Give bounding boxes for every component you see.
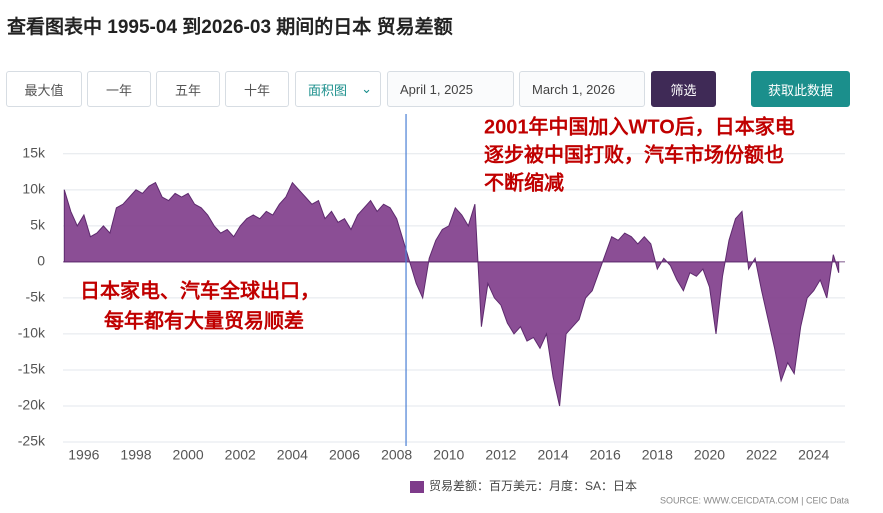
chart-title: 查看图表中 1995-04 到2026-03 期间的日本 贸易差额	[7, 17, 453, 38]
annotation: 日本家电、汽车全球出口，	[80, 278, 320, 302]
filter-button[interactable]: 筛选	[651, 71, 716, 107]
source: SOURCE: WWW.CEICDATA.COM | CEIC Data	[660, 495, 849, 505]
x-tick-label: 2014	[537, 447, 568, 463]
x-tick-label: 1996	[68, 447, 99, 463]
range-button[interactable]: 十年	[225, 71, 289, 107]
start-date[interactable]: April 1, 2025	[387, 71, 514, 107]
y-tick-label: -5k	[26, 289, 46, 305]
select-label: 面积图	[308, 82, 348, 98]
annotation: 不断缩减	[484, 170, 564, 194]
x-tick-label: 2006	[329, 447, 360, 463]
annotation: 每年都有大量贸易顺差	[104, 308, 304, 332]
download-button[interactable]: 获取此数据	[751, 71, 850, 107]
x-tick-label: 2024	[798, 447, 829, 463]
area	[63, 181, 840, 407]
end-date[interactable]: March 1, 2026	[519, 71, 645, 107]
x-tick-label: 2016	[590, 447, 621, 463]
legend-swatch	[410, 481, 424, 493]
y-tick-label: 10k	[22, 181, 46, 197]
x-tick-label: 2008	[381, 447, 412, 463]
range-button[interactable]: 最大值	[6, 71, 82, 107]
annotation: 逐步被中国打败，汽车市场份额也	[484, 142, 784, 166]
range-button[interactable]: 一年	[87, 71, 151, 107]
range-button[interactable]: 五年	[156, 71, 220, 107]
x-tick-label: 2018	[642, 447, 673, 463]
annotation: 2001年中国加入WTO后，日本家电	[484, 114, 795, 138]
y-tick-label: 0	[37, 253, 45, 269]
y-tick-label: 5k	[30, 217, 46, 233]
chart-type-select[interactable]: 面积图 ⌄	[295, 71, 381, 107]
chevron: ⌄	[361, 81, 372, 96]
y-tick-label: -15k	[18, 361, 46, 377]
y-tick-label: -10k	[18, 325, 46, 341]
legend-label: 贸易差额：百万美元：月度：SA：日本	[429, 478, 637, 493]
x-tick-label: 2020	[694, 447, 725, 463]
x-tick-label: 2022	[746, 447, 777, 463]
y-tick-label: -25k	[18, 433, 46, 449]
x-tick-label: 2000	[173, 447, 204, 463]
y-tick-label: -20k	[18, 397, 46, 413]
y-tick-label: 15k	[22, 145, 46, 161]
x-tick-label: 2012	[485, 447, 516, 463]
x-tick-label: 1998	[120, 447, 151, 463]
x-tick-label: 2010	[433, 447, 464, 463]
x-tick-label: 2004	[277, 447, 308, 463]
x-tick-label: 2002	[225, 447, 256, 463]
